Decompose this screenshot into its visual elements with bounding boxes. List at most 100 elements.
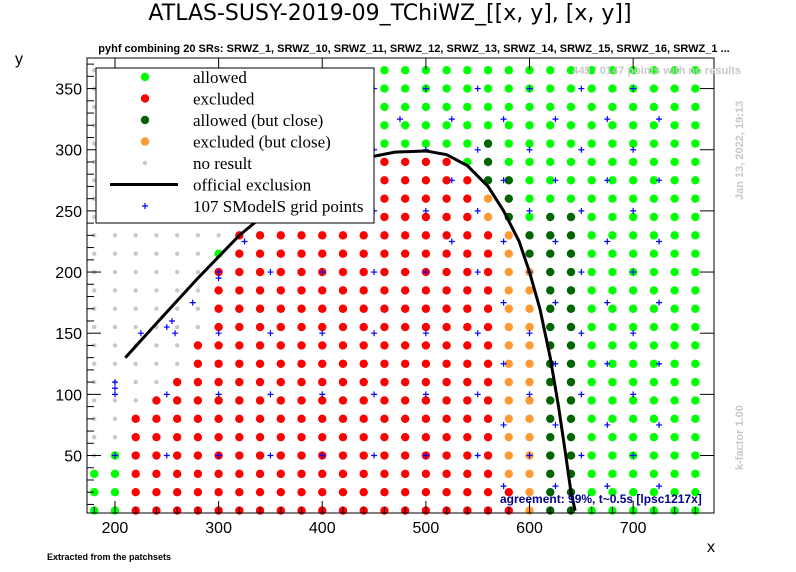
point-allowed [566,66,576,75]
point-no-result [154,288,159,293]
point-allowed [566,139,576,148]
point-allowed [670,396,679,405]
point-allowed [587,377,596,387]
point-excluded [214,341,223,350]
point-excluded-close [504,286,513,295]
point-allowed [525,157,534,167]
point-allowed [670,139,679,148]
grid-point-marker [267,391,274,398]
point-allowed [649,139,659,148]
grid-point-marker [215,452,222,459]
point-allowed [483,66,493,75]
point-excluded-close [483,194,493,203]
point-excluded [421,212,431,222]
x-tick-label: 500 [413,520,440,537]
point-no-result [112,288,118,293]
point-allowed [691,322,700,332]
point-allowed-close [566,341,576,350]
grid-point-marker [371,269,378,276]
point-excluded [483,469,493,479]
point-allowed [608,359,617,368]
point-excluded [152,432,161,442]
point-excluded-close [525,304,534,313]
point-allowed-close [566,286,576,295]
point-allowed [546,84,555,93]
point-excluded [318,359,327,368]
point-allowed [587,102,596,112]
point-excluded [442,341,451,350]
point-excluded [380,432,389,442]
point-allowed-close [483,157,493,167]
grid-point-marker [448,116,455,123]
point-excluded [318,488,327,497]
point-excluded-close [504,359,513,368]
point-excluded [380,451,389,460]
point-excluded [421,396,431,405]
point-excluded [297,451,306,460]
point-allowed [628,176,638,185]
point-allowed [691,414,700,424]
point-excluded [214,469,223,479]
point-allowed [628,377,638,387]
point-excluded [463,176,472,185]
y-tick-label: 350 [55,82,82,99]
point-allowed [628,286,638,295]
point-excluded [297,469,306,479]
point-excluded [380,414,389,424]
point-excluded [359,396,368,405]
grid-point-marker [604,483,611,490]
point-excluded [380,304,389,313]
grid-point-marker [578,330,585,337]
point-excluded [442,432,451,442]
grid-point-marker [656,177,663,184]
point-allowed [608,488,617,497]
point-excluded-close [504,432,513,442]
point-excluded [359,304,368,313]
point-excluded [255,286,265,295]
point-excluded [152,488,161,497]
point-allowed-close [566,249,576,258]
grid-point-marker [474,207,481,214]
point-excluded [359,488,368,497]
point-allowed [628,304,638,313]
point-no-result [174,288,180,293]
grid-point-marker [137,330,144,337]
x-axis-title: x [707,539,715,556]
point-allowed [608,212,617,222]
point-allowed [608,304,617,313]
point-excluded [483,341,493,350]
point-allowed [608,469,617,479]
point-excluded [297,488,306,497]
point-excluded [400,432,410,442]
point-allowed [566,121,576,130]
point-allowed [649,488,659,497]
point-no-result [92,68,97,73]
point-allowed [691,212,700,222]
point-allowed [608,286,617,295]
point-excluded [380,267,389,277]
point-allowed [587,84,596,93]
point-allowed [587,322,596,332]
point-no-result [195,306,201,311]
chart-title: ATLAS-SUSY-2019-09_TChiWZ_[[x, y], [x, y… [148,1,631,26]
point-excluded-close [525,469,534,479]
grid-point-marker [578,85,585,92]
point-excluded-close [525,396,534,405]
grid-point-marker [656,299,663,306]
grid-point-marker [163,391,170,398]
point-excluded [255,451,265,460]
point-excluded [338,451,348,460]
legend-marker-excluded [140,94,150,103]
point-allowed [400,102,410,112]
point-allowed-close [546,377,555,387]
point-excluded [152,469,161,479]
point-excluded [400,488,410,497]
point-excluded [359,451,368,460]
point-allowed [587,414,596,424]
point-allowed [546,66,555,75]
point-excluded [421,488,431,497]
point-allowed [90,469,99,479]
point-excluded [504,488,513,497]
point-allowed [670,84,679,93]
point-allowed-close [566,432,576,442]
